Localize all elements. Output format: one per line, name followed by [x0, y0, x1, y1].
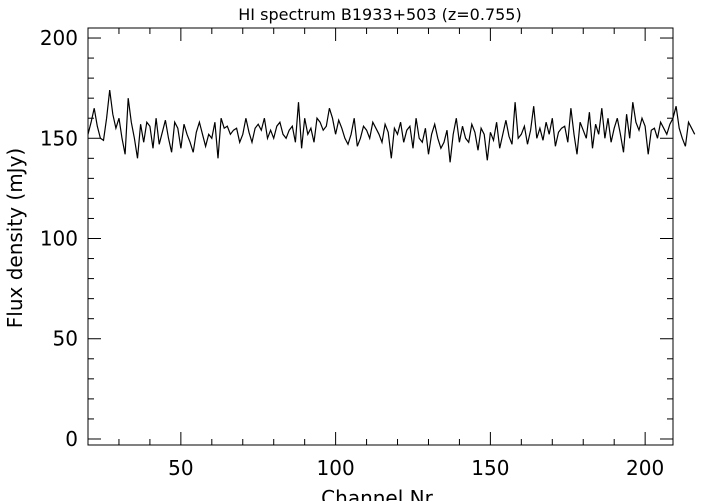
- y-tick-label: 200: [40, 26, 78, 50]
- y-tick-label: 150: [40, 126, 78, 150]
- spectrum-line: [87, 90, 696, 163]
- y-tick-label: 50: [53, 327, 78, 351]
- x-tick-label: 200: [626, 456, 664, 480]
- x-axis: 50 100 150 200: [118, 28, 664, 480]
- x-tick-label: 100: [317, 456, 355, 480]
- y-axis-label: Flux density (mJy): [3, 148, 27, 328]
- chart-title: HI spectrum B1933+503 (z=0.755): [238, 5, 521, 24]
- y-tick-label: 100: [40, 227, 78, 251]
- y-tick-label: 0: [65, 427, 78, 451]
- x-axis-label: Channel Nr: [321, 486, 433, 501]
- x-tick-label: 150: [471, 456, 509, 480]
- plot-frame: [87, 27, 674, 446]
- x-tick-label: 50: [168, 456, 193, 480]
- y-axis: 0 50 100 150 200: [40, 26, 673, 451]
